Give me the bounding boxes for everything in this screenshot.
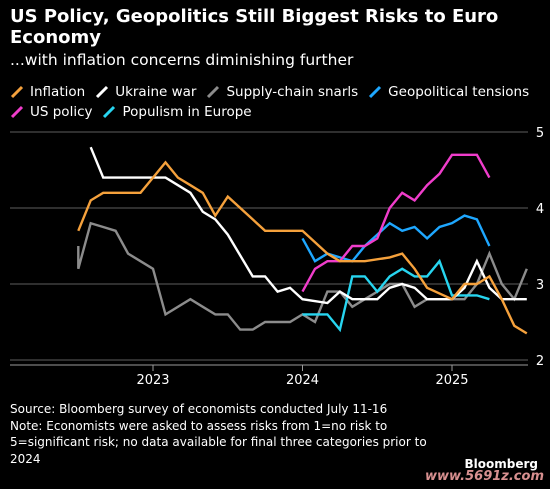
chart-legend: Inflation Ukraine war Supply-chain snarls G… bbox=[10, 83, 545, 120]
legend-item: Inflation bbox=[10, 83, 85, 100]
watermark: www.5691z.com bbox=[424, 469, 544, 484]
y-tick-label: 4 bbox=[536, 202, 544, 217]
y-tick-label: 5 bbox=[536, 126, 544, 141]
source-note: Source: Bloomberg survey of economists c… bbox=[10, 402, 388, 416]
chart-title: US Policy, Geopolitics Still Biggest Ris… bbox=[10, 6, 499, 48]
legend-label: Geopolitical tensions bbox=[388, 83, 530, 100]
legend-label: Inflation bbox=[30, 83, 86, 100]
series-line-inflation bbox=[77, 160, 528, 335]
legend-label: Populism in Europe bbox=[122, 103, 252, 120]
legend-swatch-icon bbox=[206, 85, 220, 99]
legend-item: Populism in Europe bbox=[102, 103, 252, 120]
legend-item: Geopolitical tensions bbox=[368, 83, 529, 100]
legend-swatch-icon bbox=[10, 85, 24, 99]
series-line-geopolitical-tensions bbox=[301, 214, 491, 263]
y-tick-label: 3 bbox=[536, 278, 544, 293]
x-tick-label: 2025 bbox=[435, 373, 468, 388]
x-tick-label: 2023 bbox=[136, 373, 169, 388]
bloomberg-logo: Bloomberg bbox=[464, 457, 539, 471]
series-line-supply-chain-snarls bbox=[77, 221, 528, 331]
legend-swatch-icon bbox=[95, 85, 109, 99]
series-line-us-policy bbox=[301, 153, 491, 293]
y-tick-label: 2 bbox=[536, 354, 544, 369]
methodology-note: Note: Economists were asked to assess ri… bbox=[10, 418, 427, 466]
legend-swatch-icon bbox=[102, 105, 116, 119]
legend-item: US policy bbox=[10, 103, 92, 120]
legend-label: US policy bbox=[30, 103, 93, 120]
legend-label: Ukraine war bbox=[115, 83, 197, 100]
chart-subtitle: ...with inflation concerns diminishing f… bbox=[10, 51, 354, 69]
legend-label: Supply-chain snarls bbox=[226, 83, 359, 100]
line-chart: 2 3 4 5 2023 2024 2025 bbox=[10, 126, 544, 388]
legend-swatch-icon bbox=[368, 85, 382, 99]
legend-item: Ukraine war bbox=[95, 83, 196, 100]
legend-item: Supply-chain snarls bbox=[206, 83, 358, 100]
chart-footer: Source: Bloomberg survey of economists c… bbox=[10, 401, 450, 467]
series-line-ukraine-war bbox=[89, 146, 527, 305]
legend-swatch-icon bbox=[10, 105, 24, 119]
series-line-populism-in-europe bbox=[302, 258, 490, 333]
x-tick-label: 2024 bbox=[286, 373, 319, 388]
